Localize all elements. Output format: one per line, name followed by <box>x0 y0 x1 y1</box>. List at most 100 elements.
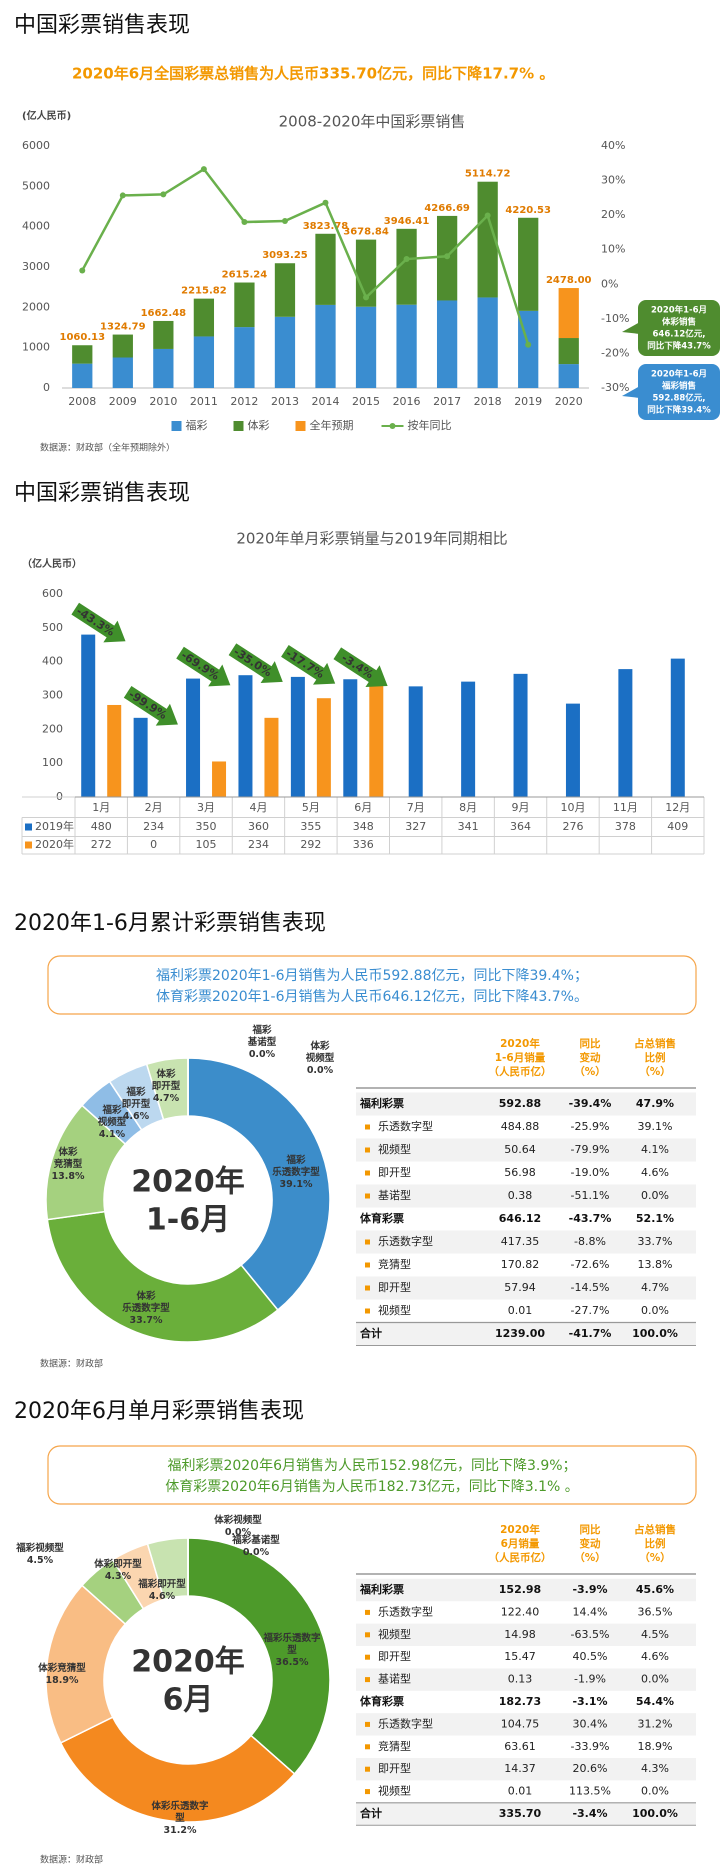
table-cell: 基诺型 <box>378 1672 411 1686</box>
arrow-shape <box>228 643 283 683</box>
total-label: 2478.00 <box>546 275 592 286</box>
total-label: 4266.69 <box>424 203 470 214</box>
table-cell: -39.4% <box>569 1097 612 1110</box>
slice-label-line: 福彩视频型 <box>15 1542 64 1554</box>
table-cell: 乐透数字型 <box>378 1716 433 1730</box>
chart-title: 2020年单月彩票销量与2019年同期相比 <box>236 530 507 548</box>
x-tick-label: 4月 <box>249 801 267 814</box>
y2-tick-label: -20% <box>601 346 629 359</box>
legend-marker <box>389 423 396 429</box>
slice-label-line: 视频型 <box>306 1052 335 1064</box>
table-stripe <box>356 1802 696 1826</box>
bar <box>618 669 633 797</box>
table-cell: 45.6% <box>636 1583 674 1596</box>
slice-label-line: 基诺型 <box>247 1036 277 1048</box>
callout-text: 646.12亿元, <box>652 329 705 340</box>
table-stripe <box>356 1230 696 1254</box>
table-cell: 63.61 <box>504 1740 536 1753</box>
center-label: 6月 <box>163 1683 214 1718</box>
table-cell: 31.2% <box>638 1717 673 1730</box>
bar <box>369 683 384 797</box>
x-tick-label: 2015 <box>352 395 380 408</box>
table-cell: -14.5% <box>571 1281 610 1294</box>
bar <box>186 678 201 797</box>
table-header: 比例 <box>645 1537 666 1550</box>
slice-value: 0.0% <box>243 1547 270 1558</box>
bar-segment <box>234 327 255 388</box>
bar-segment <box>477 297 498 388</box>
slice-label: 福彩即开型 4.6% <box>137 1578 186 1602</box>
bar <box>212 761 227 797</box>
bar-segment <box>112 357 133 388</box>
table-value: 292 <box>300 838 321 851</box>
table-stripe <box>356 1623 696 1646</box>
table-cell: 0.01 <box>508 1785 533 1798</box>
slice-label-line: 即开型 <box>122 1098 151 1110</box>
y-tick-label: 1000 <box>22 341 50 354</box>
table-cell: 14.98 <box>504 1628 536 1641</box>
slice-label-line: 竞猜型 <box>53 1158 83 1170</box>
table-cell: 4.6% <box>641 1650 669 1663</box>
table-header: 变动 <box>580 1051 601 1064</box>
total-label: 3678.84 <box>343 227 389 238</box>
slice-value: 4.3% <box>105 1571 132 1582</box>
table-cell: 33.7% <box>638 1235 673 1248</box>
line-point <box>241 219 248 226</box>
line-point <box>160 191 167 198</box>
headline: 2020年6月全国彩票总销售为人民币335.70亿元，同比下降17.7% 。 <box>72 65 554 83</box>
change-arrow: -17.7% <box>281 645 336 685</box>
table-cell: 即开型 <box>378 1649 411 1663</box>
table-cell: 视频型 <box>378 1627 411 1641</box>
slice-label-line: 福彩基诺型 <box>231 1534 280 1546</box>
slice-label-line: 福彩 <box>251 1024 272 1036</box>
x-tick-label: 2016 <box>393 395 421 408</box>
table-cell: 13.8% <box>638 1258 673 1271</box>
table-cell: 视频型 <box>378 1303 411 1317</box>
line-point <box>200 166 207 173</box>
section-heading: 中国彩票销售表现 <box>14 13 190 38</box>
bullet <box>365 1609 370 1615</box>
table-cell: 170.82 <box>501 1258 540 1271</box>
table-cell: -79.9% <box>571 1143 610 1156</box>
bar-segment <box>193 336 215 388</box>
table-cell: 50.64 <box>504 1143 536 1156</box>
total-label: 2215.82 <box>181 286 227 297</box>
slice-label: 体彩即开型 4.7% <box>152 1068 181 1104</box>
line-point <box>484 212 491 219</box>
slice-value: 39.1% <box>280 1179 313 1190</box>
x-tick-label: 2010 <box>149 395 177 408</box>
table-cell: 20.6% <box>573 1762 608 1775</box>
slice-label-line: 乐透数字型 <box>122 1302 170 1314</box>
x-tick-label: 2017 <box>433 395 461 408</box>
bar <box>133 717 148 797</box>
section-heading: 2020年1-6月累计彩票销售表现 <box>14 911 326 936</box>
slice-label-line: 型 <box>287 1644 297 1656</box>
summary-line: 福利彩票2020年6月销售为人民币152.98亿元，同比下降3.9%； <box>167 1458 576 1474</box>
bullet <box>365 1308 370 1314</box>
slice-value: 33.7% <box>130 1315 163 1326</box>
x-tick-label: 12月 <box>665 801 690 814</box>
table-cell: -3.9% <box>572 1583 607 1596</box>
table-header: 变动 <box>580 1537 601 1550</box>
table-cell: 4.6% <box>641 1166 669 1179</box>
table-value: 234 <box>248 838 269 851</box>
bar <box>107 704 122 797</box>
table-header: （%） <box>574 1551 606 1564</box>
table-stripe <box>356 1713 696 1736</box>
table-header: 1-6月销量 <box>495 1051 546 1064</box>
slice-label: 体彩即开型 4.3% <box>94 1558 142 1582</box>
x-tick-label: 2014 <box>312 395 340 408</box>
legend-label: 2020年 <box>35 837 74 851</box>
slice-value: 0.0% <box>307 1065 334 1076</box>
x-tick-label: 11月 <box>613 801 638 814</box>
slice-label-line: 福彩乐透数字 <box>262 1632 321 1644</box>
arrow-shape <box>71 602 126 643</box>
center-label: 2020年 <box>131 1165 245 1200</box>
slice-label-line: 福彩即开型 <box>137 1578 186 1590</box>
bar-segment <box>193 298 215 337</box>
callout-text: 同比下降39.4% <box>647 405 711 416</box>
table-cell: 122.40 <box>501 1605 540 1618</box>
table-cell: 0.0% <box>641 1304 669 1317</box>
table-cell: 18.9% <box>638 1740 673 1753</box>
callout-pointer <box>622 322 640 334</box>
